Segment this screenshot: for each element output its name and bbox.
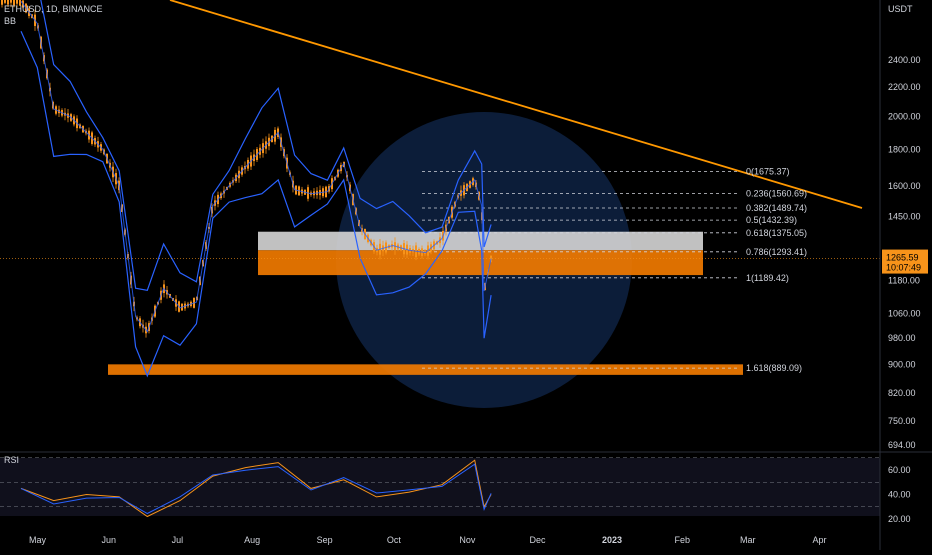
bollinger-lower bbox=[20, 31, 492, 378]
x-tick-label: Oct bbox=[387, 535, 402, 545]
y-tick-label: 694.00 bbox=[888, 440, 916, 450]
currency-label: USDT bbox=[888, 4, 913, 14]
y-tick-label: 750.00 bbox=[888, 416, 916, 426]
rsi-title[interactable]: RSI bbox=[4, 455, 20, 465]
fib-label-6: 1(1189.42) bbox=[746, 273, 789, 283]
price-label-timer: 10:07:49 bbox=[886, 263, 921, 273]
y-tick-label: 1450.00 bbox=[888, 211, 921, 221]
x-tick-label: Sep bbox=[317, 535, 333, 545]
x-tick-label: 2023 bbox=[602, 535, 622, 545]
y-tick-label: 1060.00 bbox=[888, 309, 921, 319]
fib-label-2: 0.382(1489.74) bbox=[746, 203, 807, 213]
x-tick-label: Jul bbox=[172, 535, 184, 545]
x-tick-label: Apr bbox=[813, 535, 827, 545]
x-tick-label: May bbox=[29, 535, 47, 545]
x-tick-label: Nov bbox=[459, 535, 476, 545]
symbol-label[interactable]: ETHUSD, 1D, BINANCE bbox=[4, 4, 103, 14]
y-tick-label: 2000.00 bbox=[888, 112, 921, 122]
y-tick-label: 820.00 bbox=[888, 388, 916, 398]
chart-header: ETHUSD, 1D, BINANCE BB bbox=[4, 3, 103, 27]
zone-orange-2 bbox=[108, 364, 743, 375]
price-label-value: 1265.59 bbox=[886, 253, 919, 263]
fib-label-5: 0.786(1293.41) bbox=[746, 247, 807, 257]
x-tick-label: Mar bbox=[740, 535, 756, 545]
fib-label-1: 0.236(1560.69) bbox=[746, 189, 807, 199]
x-tick-label: Jun bbox=[102, 535, 117, 545]
price-label-box bbox=[882, 249, 928, 274]
fib-label-4: 0.618(1375.05) bbox=[746, 228, 807, 238]
x-tick-label: Dec bbox=[530, 535, 547, 545]
indicator-label[interactable]: BB bbox=[4, 16, 17, 26]
y-tick-label: 2200.00 bbox=[888, 82, 921, 92]
trendline bbox=[169, 0, 863, 209]
y-tick-label: 1800.00 bbox=[888, 144, 921, 154]
fib-label-7: 1.618(889.09) bbox=[746, 363, 802, 373]
x-tick-label: Aug bbox=[244, 535, 260, 545]
bollinger-basis bbox=[20, 1, 492, 333]
y-tick-label: 900.00 bbox=[888, 359, 916, 369]
rsi-tick-label: 60.00 bbox=[888, 465, 911, 475]
y-tick-label: 2400.00 bbox=[888, 55, 921, 65]
y-tick-label: 1600.00 bbox=[888, 181, 921, 191]
zone-orange-1 bbox=[258, 250, 703, 276]
fib-label-3: 0.5(1432.39) bbox=[746, 215, 797, 225]
bollinger-upper bbox=[40, 0, 492, 291]
y-tick-label: 980.00 bbox=[888, 333, 916, 343]
rsi-tick-label: 40.00 bbox=[888, 490, 911, 500]
rsi-ma-line bbox=[20, 463, 492, 515]
x-tick-label: Feb bbox=[675, 535, 691, 545]
fib-label-0: 0(1675.37) bbox=[746, 167, 790, 177]
rsi-tick-label: 20.00 bbox=[888, 514, 911, 524]
y-tick-label: 1180.00 bbox=[888, 275, 920, 285]
rsi-line bbox=[20, 459, 492, 518]
